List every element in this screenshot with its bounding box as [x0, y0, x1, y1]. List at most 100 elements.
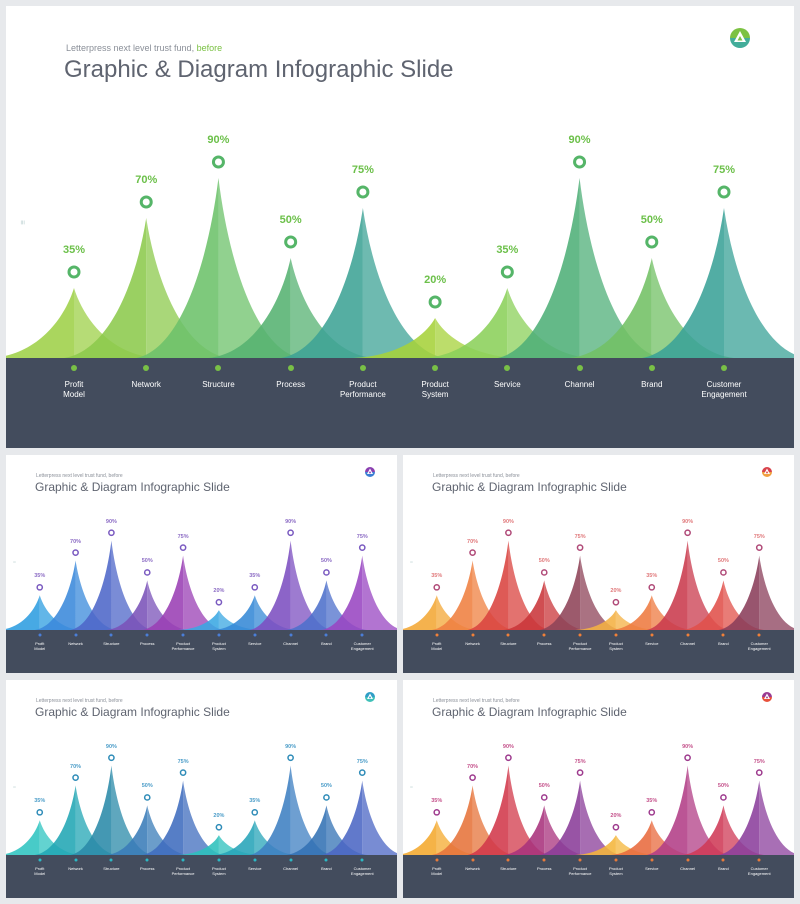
- category-label-line: Channel: [283, 865, 299, 871]
- category-label-line: Channel: [680, 640, 696, 646]
- value-ring-9: [645, 235, 659, 249]
- value-ring-9: [323, 569, 330, 576]
- category-label-line: Structure: [500, 640, 517, 646]
- value-label: 70%: [70, 763, 82, 770]
- peak-left-5: [539, 555, 581, 630]
- category-label-line: Network: [68, 640, 83, 646]
- category-dot: [143, 365, 150, 371]
- peak-left-10: [642, 208, 724, 358]
- category-label-line: Profit: [432, 640, 442, 646]
- peak-right-6: [435, 318, 518, 358]
- slide-orange-red: Letterpress next level trust fund, befor…: [403, 455, 794, 673]
- logo-triangle-cut: [368, 471, 372, 474]
- value-ring-5: [179, 544, 187, 551]
- slide-title: Graphic & Diagram Infographic Slide: [432, 705, 627, 719]
- value-label: 75%: [177, 533, 189, 540]
- slide-title: Graphic & Diagram Infographic Slide: [35, 480, 230, 494]
- category-label: Brand: [705, 641, 741, 646]
- peak-left-8: [249, 540, 291, 630]
- category-dot: [181, 858, 185, 862]
- category-label-line: Structure: [202, 380, 235, 389]
- value-label: 50%: [538, 558, 550, 565]
- value-label: 50%: [141, 558, 153, 565]
- peak-left-7: [611, 820, 652, 855]
- category-dot: [74, 858, 78, 862]
- category-label: Customer Engagement: [344, 866, 380, 876]
- category-dot: [471, 633, 475, 637]
- category-dot: [181, 633, 185, 637]
- category-label-line: Network: [68, 865, 83, 871]
- category-label-line: Performance: [568, 870, 592, 876]
- value-label: 75%: [574, 533, 586, 540]
- peak-right-10: [759, 555, 794, 630]
- category-label: Profit Model: [419, 641, 455, 651]
- value-label: 75%: [351, 164, 374, 176]
- peak-right-6: [615, 835, 657, 855]
- value-ring-5: [576, 769, 584, 776]
- value-ring-7: [251, 583, 259, 591]
- category-label: Service: [472, 380, 542, 390]
- peak-left-9: [569, 258, 652, 358]
- subtitle-text: Letterpress next level trust fund,: [66, 43, 195, 53]
- peak-right-8: [687, 540, 729, 630]
- category-label-line: Brand: [641, 380, 663, 389]
- value-label: 35%: [62, 244, 86, 256]
- category-label: Product Performance: [165, 866, 201, 876]
- value-label: 75%: [753, 758, 765, 765]
- peak-right-4: [544, 805, 585, 855]
- value-ring-8: [573, 155, 587, 169]
- slide-blue-purple: Letterpress next level trust fund, befor…: [6, 455, 397, 673]
- category-dot: [215, 365, 222, 371]
- category-band: [6, 630, 397, 673]
- value-ring-2: [469, 549, 476, 556]
- category-dot: [650, 633, 654, 637]
- value-ring-3: [505, 754, 512, 762]
- peak-right-9: [326, 805, 368, 855]
- peak-left-3: [467, 540, 509, 630]
- category-label-line: Process: [276, 380, 306, 389]
- value-ring-10: [755, 769, 763, 776]
- peak-left-1: [6, 595, 40, 630]
- category-dot: [648, 365, 655, 371]
- category-label: Customer Engagement: [741, 641, 777, 651]
- side-mark-icon: ≡: [409, 786, 414, 789]
- value-ring-10: [755, 544, 763, 551]
- value-ring-1: [36, 583, 44, 591]
- peak-left-10: [718, 780, 760, 855]
- category-label: Network: [455, 866, 491, 871]
- category-label: Product System: [201, 641, 237, 651]
- category-label: Product System: [598, 641, 634, 651]
- value-ring-2: [72, 549, 79, 556]
- peak-right-1: [39, 820, 81, 855]
- category-label-line: Customer: [353, 865, 371, 871]
- side-mark-icon: ≡: [12, 786, 17, 789]
- category-dot: [145, 633, 149, 637]
- peak-right-5: [362, 208, 445, 358]
- peak-left-8: [646, 765, 688, 855]
- peak-left-4: [208, 258, 291, 358]
- category-label-line: Product: [176, 640, 190, 646]
- value-label: 50%: [640, 214, 663, 226]
- category-dot: [504, 365, 511, 371]
- category-label-line: Product: [573, 640, 587, 646]
- category-label: Service: [634, 866, 670, 871]
- category-dot: [686, 633, 690, 637]
- peak-left-2: [34, 560, 76, 630]
- peak-left-6: [575, 835, 616, 855]
- peak-left-4: [503, 580, 545, 630]
- category-dot: [435, 858, 439, 862]
- category-band: [403, 855, 794, 898]
- peak-right-9: [723, 805, 765, 855]
- category-label-line: Service: [645, 640, 659, 646]
- value-ring-3: [108, 529, 115, 537]
- peak-left-6: [178, 610, 219, 630]
- category-label-line: Profit: [64, 380, 84, 389]
- category-label: Process: [526, 641, 562, 646]
- logo-triangle-cut: [737, 36, 743, 41]
- peak-right-2: [472, 560, 514, 630]
- peak-left-9: [682, 580, 724, 630]
- category-label: Product System: [201, 866, 237, 876]
- slide-green: Letterpress next level trust fund, befor…: [6, 6, 794, 448]
- value-label: 35%: [646, 798, 658, 805]
- value-ring-7: [251, 808, 259, 816]
